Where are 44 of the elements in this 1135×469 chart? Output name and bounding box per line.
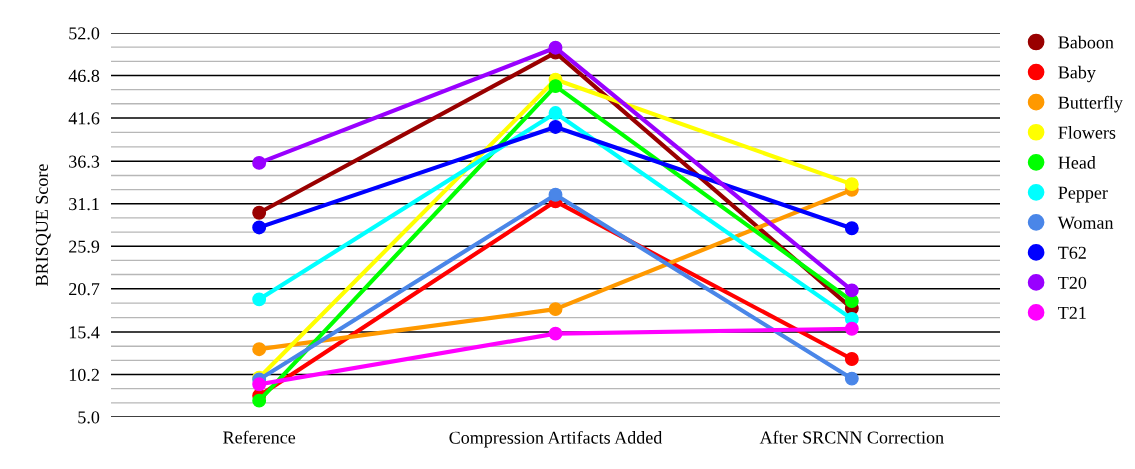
y-tick-label: 36.3: [69, 155, 100, 168]
point: [548, 326, 563, 341]
legend-label: T62: [1058, 246, 1086, 259]
legend-label: Pepper: [1058, 186, 1108, 203]
y-tick-label: 41.6: [68, 112, 100, 125]
point: [844, 283, 859, 298]
point: [548, 79, 563, 94]
point: [844, 321, 859, 336]
y-tick-label: 20.7: [69, 282, 100, 296]
legend-label: T21: [1058, 306, 1086, 319]
legend-label: Woman: [1057, 216, 1114, 229]
y-tick-label: 5.0: [78, 411, 100, 424]
point: [252, 155, 267, 170]
y-tick-label: 52.0: [69, 27, 100, 40]
legend-label: Baboon: [1058, 35, 1114, 49]
x-tick-label: Reference: [223, 430, 296, 444]
legend-label: Baby: [1058, 65, 1096, 83]
point: [252, 292, 267, 307]
point: [844, 221, 859, 236]
point: [252, 205, 267, 220]
point: [252, 220, 267, 235]
point: [548, 120, 563, 134]
point: [548, 302, 563, 317]
y-tick-label: 31.1: [69, 198, 99, 211]
point: [252, 393, 267, 408]
point: [844, 177, 859, 192]
point: [548, 106, 563, 121]
y-tick-label: 46.8: [68, 69, 100, 83]
y-tick-label: 25.9: [69, 240, 100, 253]
legend-label: T20: [1058, 276, 1087, 289]
x-tick-label: Compression Artifacts Added: [449, 430, 663, 448]
y-axis-title: BRISQUE Score: [35, 164, 51, 286]
legend-label: Butterfly: [1058, 95, 1123, 113]
legend-label: Flowers: [1058, 126, 1116, 139]
point: [844, 371, 859, 386]
point: [548, 187, 563, 202]
point: [844, 352, 859, 366]
point: [252, 342, 267, 357]
point: [548, 40, 563, 55]
point: [252, 377, 267, 392]
y-tick-label: 15.4: [69, 326, 100, 339]
legend-label: Head: [1058, 156, 1096, 169]
y-tick-label: 10.2: [69, 368, 99, 382]
x-tick-label: After SRCNN Correction: [759, 430, 944, 444]
